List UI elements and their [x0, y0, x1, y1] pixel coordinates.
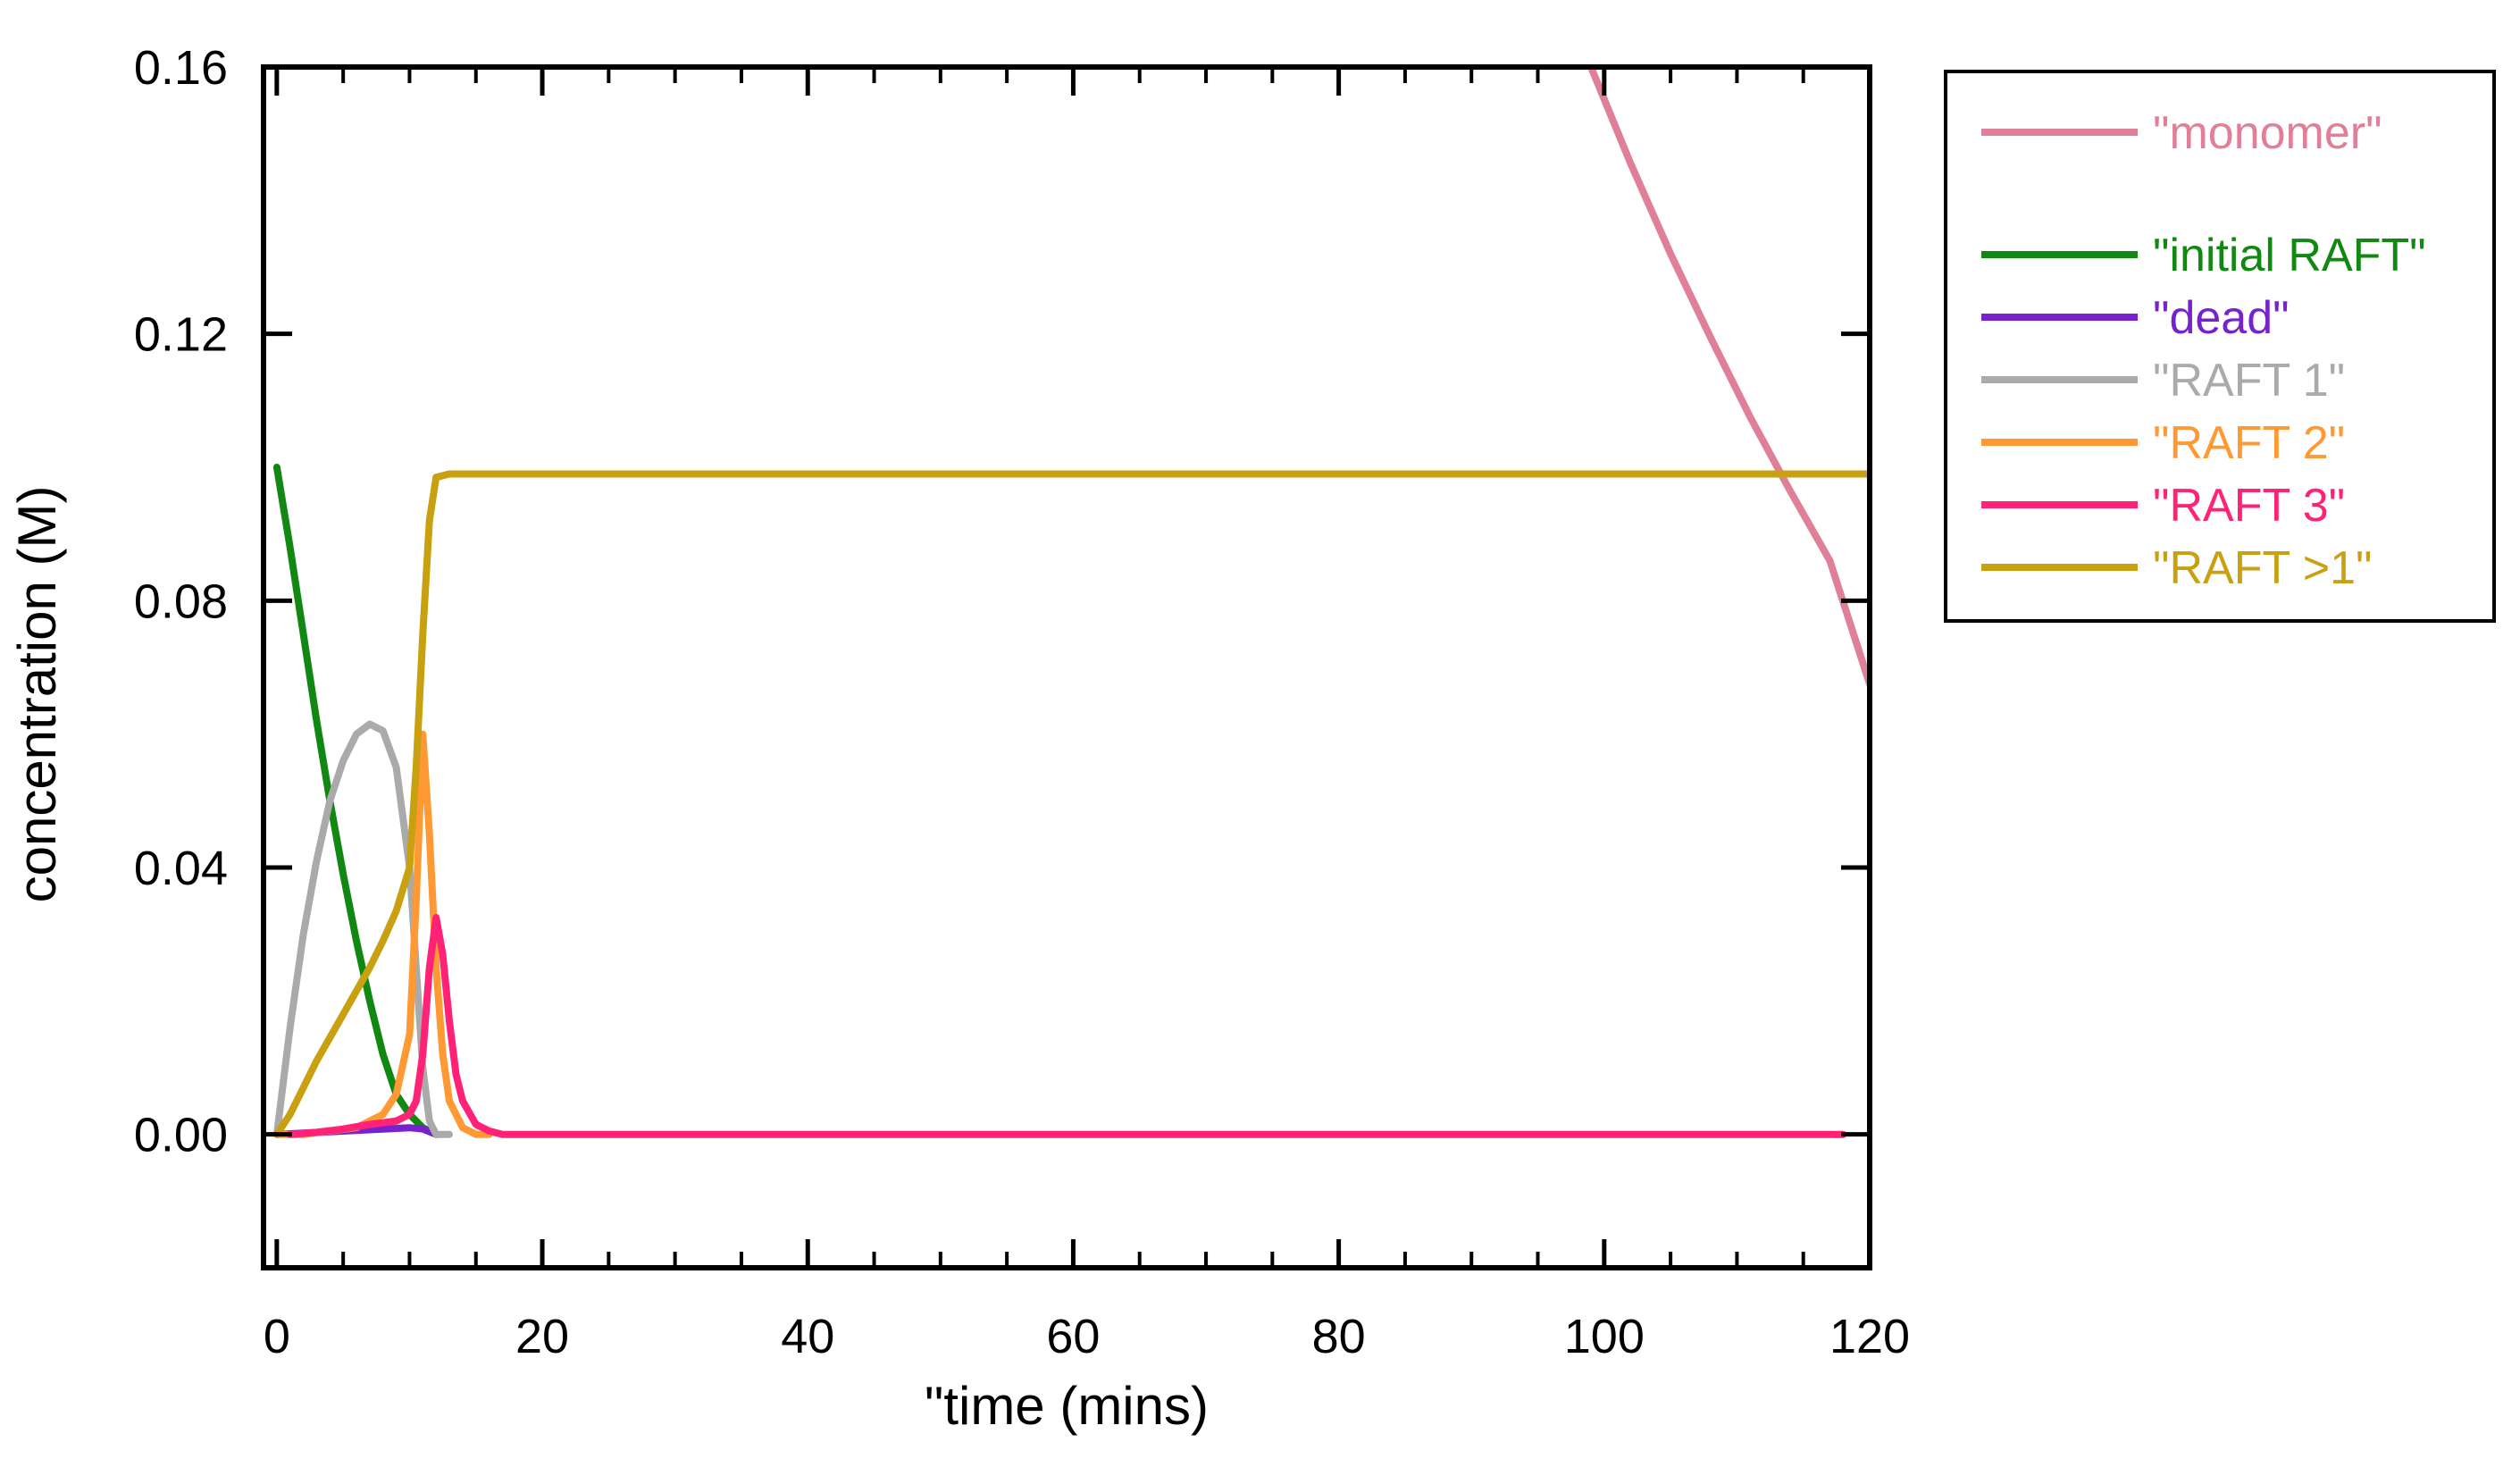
x-tick-label: 80 — [1312, 1310, 1366, 1363]
tick-layer — [264, 64, 1872, 1268]
y-tick-label: 0.08 — [134, 574, 228, 628]
legend-label-initial-raft: "initial RAFT" — [2153, 230, 2426, 281]
legend-label-raft-2: "RAFT 2" — [2153, 417, 2345, 469]
x-tick-label: 100 — [1564, 1310, 1645, 1363]
legend-label-raft-3: "RAFT 3" — [2153, 480, 2345, 532]
x-tick-label: 120 — [1829, 1310, 1910, 1363]
legend-label-dead: "dead" — [2153, 292, 2290, 344]
series-line-raft-1 — [272, 720, 453, 1138]
y-tick-label: 0.16 — [134, 41, 228, 95]
legend-label-raft-1: "RAFT 1" — [2153, 355, 2345, 407]
legend-label-monomer: "monomer" — [2153, 107, 2382, 159]
x-axis-title: "time (mins) — [925, 1376, 1209, 1436]
series-line-raft-gt-1 — [272, 470, 1870, 1138]
series-layer — [272, 67, 1870, 1138]
y-tick-label: 0.04 — [134, 842, 228, 895]
legend-label-raft-gt-1: "RAFT >1" — [2153, 542, 2372, 594]
plot-frame — [261, 64, 1872, 1270]
x-tick-label: 40 — [781, 1310, 834, 1363]
series-line-monomer — [1587, 67, 1870, 688]
tick-label-layer: 0 20 40 60 80 100 120 0.16 0.12 0.08 0.04 0.00 — [134, 41, 1910, 1363]
legend-box — [1944, 70, 2496, 623]
series-line-raft-3 — [286, 914, 1847, 1138]
y-tick-label: 0.00 — [134, 1109, 228, 1162]
x-tick-label: 0 — [264, 1310, 290, 1363]
x-tick-label: 20 — [515, 1310, 569, 1363]
legend: "monomer" "initial RAFT" "dead" "RAFT 1" "RA… — [1944, 70, 2496, 623]
y-tick-label: 0.12 — [134, 308, 228, 362]
x-tick-label: 60 — [1046, 1310, 1100, 1363]
y-axis-title: concentration (M) — [7, 486, 67, 903]
